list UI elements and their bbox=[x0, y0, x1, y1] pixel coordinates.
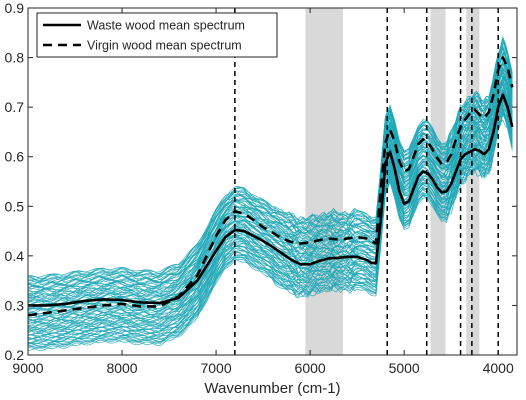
sample-spectrum-89 bbox=[28, 35, 513, 278]
x-axis-label: Wavenumber (cm-1) bbox=[204, 380, 340, 397]
shaded-region-2 bbox=[466, 8, 480, 355]
legend-label-0: Waste wood mean spectrum bbox=[87, 19, 245, 33]
sample-spectrum-29 bbox=[28, 92, 513, 329]
x-tick-label-0: 9000 bbox=[12, 360, 43, 376]
sample-spectrum-38 bbox=[28, 84, 513, 321]
sample-spectrum-57 bbox=[28, 71, 513, 306]
sample-spectra-band bbox=[28, 35, 513, 351]
sample-spectrum-54 bbox=[28, 69, 513, 307]
sample-spectrum-85 bbox=[28, 46, 513, 282]
sample-spectrum-51 bbox=[28, 69, 513, 310]
sample-spectrum-73 bbox=[28, 51, 513, 291]
x-tick-label-1: 8000 bbox=[106, 360, 137, 376]
mean-spectra bbox=[28, 56, 514, 317]
y-tick-label-3: 0.5 bbox=[5, 198, 25, 214]
legend: Waste wood mean spectrum Virgin wood mean… bbox=[36, 12, 278, 58]
plot-frame bbox=[27, 7, 518, 356]
sample-spectrum-83 bbox=[28, 40, 513, 283]
y-tick-label-0: 0.2 bbox=[5, 347, 25, 363]
sample-spectrum-58 bbox=[28, 69, 513, 304]
series-line-1 bbox=[28, 56, 514, 317]
legend-box bbox=[36, 12, 278, 58]
legend-label-1: Virgin wood mean spectrum bbox=[87, 39, 242, 53]
sample-spectrum-42 bbox=[28, 82, 513, 317]
y-tick-label-6: 0.8 bbox=[5, 50, 25, 66]
shaded-region-0 bbox=[305, 8, 344, 355]
x-tick-label-2: 7000 bbox=[200, 360, 231, 376]
y-tick-label-7: 0.9 bbox=[5, 0, 25, 16]
vertical-reference-lines bbox=[234, 8, 499, 355]
y-tick-label-2: 0.4 bbox=[5, 248, 25, 264]
x-tick-label-5: 4000 bbox=[483, 360, 514, 376]
sample-spectrum-15 bbox=[28, 103, 513, 340]
y-tick-label-4: 0.6 bbox=[5, 149, 25, 165]
sample-spectrum-4 bbox=[28, 113, 513, 347]
sample-spectrum-59 bbox=[28, 69, 513, 303]
x-tick-label-3: 6000 bbox=[295, 360, 326, 376]
sample-spectrum-72 bbox=[28, 52, 513, 293]
axis-ticks: 9000 8000 7000 6000 5000 4000 0.2 0.3 0.4 0.5 0.6 0… bbox=[5, 0, 517, 376]
y-tick-label-1: 0.3 bbox=[5, 297, 25, 313]
series-line-0 bbox=[28, 93, 514, 307]
x-tick-label-4: 5000 bbox=[389, 360, 420, 376]
sample-spectrum-3 bbox=[28, 110, 513, 348]
sample-spectrum-19 bbox=[28, 103, 513, 336]
y-tick-label-5: 0.7 bbox=[5, 99, 25, 115]
sample-spectrum-21 bbox=[28, 95, 513, 335]
sample-spectrum-60 bbox=[28, 63, 513, 303]
